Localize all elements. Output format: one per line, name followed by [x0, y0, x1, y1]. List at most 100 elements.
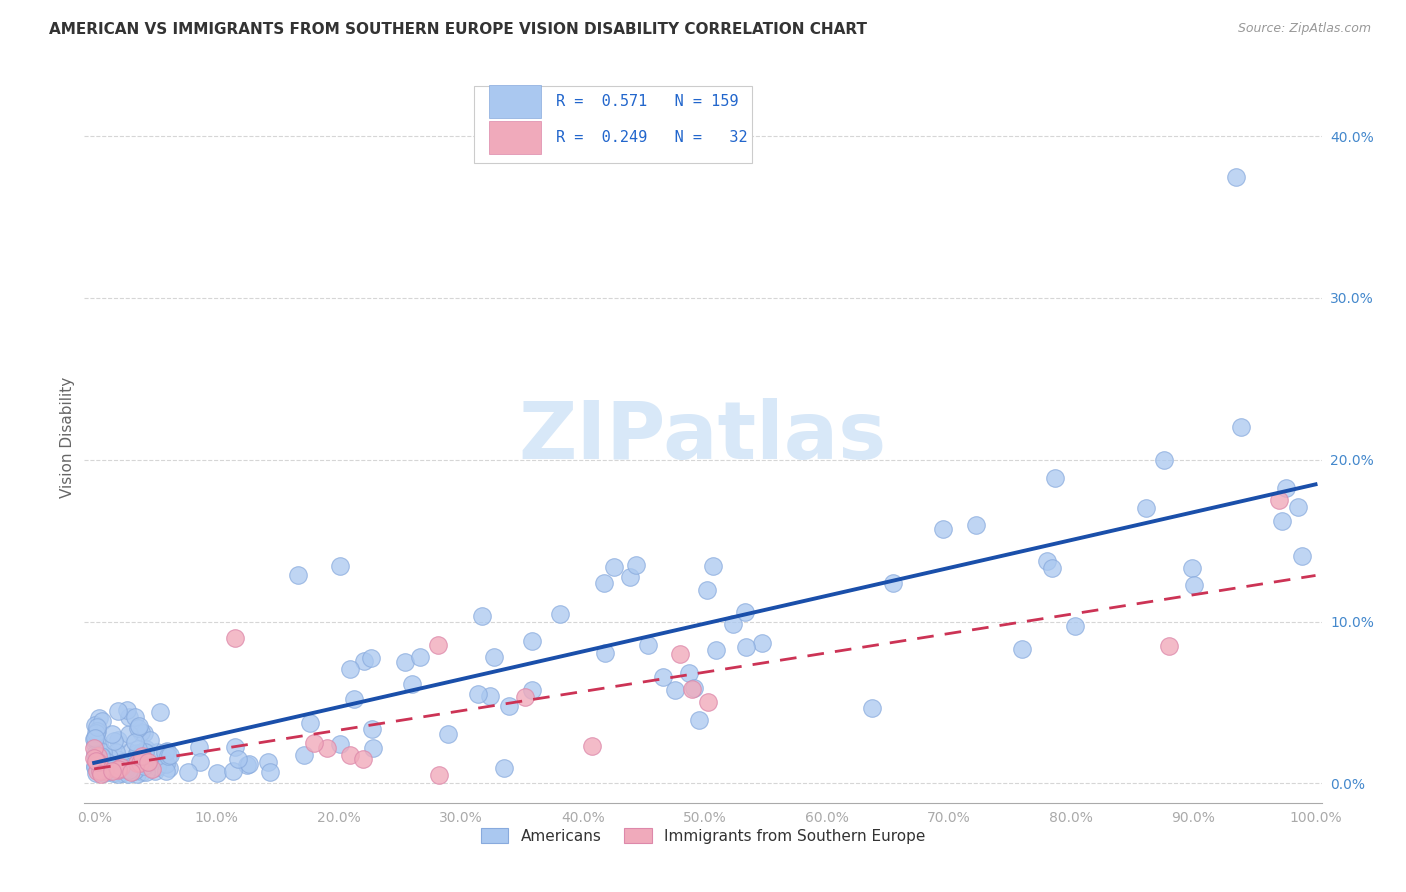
Point — [361, 722, 384, 736]
Point — [471, 609, 494, 624]
Point — [302, 736, 325, 750]
Point — [90, 714, 112, 729]
Point — [177, 765, 200, 780]
Point — [932, 522, 955, 536]
Point — [287, 568, 309, 582]
Point — [131, 765, 153, 780]
Point — [127, 721, 149, 735]
Text: ZIPatlas: ZIPatlas — [519, 398, 887, 476]
Text: R =  0.249   N =   32: R = 0.249 N = 32 — [555, 129, 748, 145]
Point — [84, 747, 107, 761]
Point — [115, 703, 138, 717]
Y-axis label: Vision Disability: Vision Disability — [60, 376, 75, 498]
Point — [548, 607, 571, 622]
Point — [520, 682, 543, 697]
Point — [157, 761, 180, 775]
Point — [688, 714, 710, 728]
Point — [259, 765, 281, 780]
Point — [603, 560, 626, 574]
Point — [513, 690, 536, 705]
Point — [697, 695, 720, 709]
Point — [136, 756, 159, 770]
Point — [292, 747, 315, 762]
Point — [84, 726, 107, 740]
Point — [155, 757, 177, 772]
Point — [101, 766, 124, 780]
Point — [860, 701, 883, 715]
Point — [143, 764, 166, 779]
Point — [96, 755, 118, 769]
Point — [224, 631, 246, 645]
Point — [427, 768, 450, 782]
Point — [93, 760, 115, 774]
Point — [97, 749, 120, 764]
Point — [1135, 501, 1157, 516]
Point — [91, 745, 114, 759]
Point — [83, 737, 105, 751]
Point — [159, 747, 181, 762]
Point — [107, 732, 129, 747]
Point — [86, 720, 108, 734]
Point — [467, 687, 489, 701]
Point — [120, 765, 142, 780]
Point — [681, 681, 703, 696]
Point — [299, 715, 322, 730]
Point — [595, 647, 617, 661]
Point — [145, 760, 167, 774]
Point — [117, 766, 139, 780]
Point — [94, 764, 117, 778]
Point — [115, 762, 138, 776]
Point — [134, 745, 156, 759]
Point — [131, 749, 153, 764]
Point — [124, 752, 146, 766]
Point — [115, 757, 138, 772]
Point — [1291, 549, 1313, 563]
Point — [84, 756, 107, 770]
Text: Source: ZipAtlas.com: Source: ZipAtlas.com — [1237, 22, 1371, 36]
Point — [153, 756, 176, 771]
Point — [127, 767, 149, 781]
Point — [135, 765, 157, 780]
Point — [315, 741, 337, 756]
Point — [683, 681, 706, 695]
Point — [115, 757, 138, 772]
Point — [522, 633, 544, 648]
Point — [124, 763, 146, 777]
Point — [494, 761, 516, 775]
Point — [90, 764, 112, 778]
Point — [1035, 554, 1057, 568]
Point — [132, 744, 155, 758]
Point — [1275, 482, 1298, 496]
Point — [1182, 578, 1205, 592]
Point — [83, 732, 105, 747]
Point — [152, 751, 174, 765]
Point — [107, 764, 129, 778]
Point — [107, 763, 129, 777]
Point — [98, 760, 121, 774]
Point — [128, 719, 150, 733]
Point — [1153, 453, 1175, 467]
Point — [141, 762, 163, 776]
Point — [1271, 514, 1294, 528]
Text: AMERICAN VS IMMIGRANTS FROM SOUTHERN EUROPE VISION DISABILITY CORRELATION CHART: AMERICAN VS IMMIGRANTS FROM SOUTHERN EUR… — [49, 22, 868, 37]
Point — [107, 704, 129, 718]
Text: R =  0.571   N = 159: R = 0.571 N = 159 — [555, 95, 738, 110]
Point — [118, 727, 141, 741]
Point — [238, 757, 260, 772]
Point — [156, 748, 179, 763]
Point — [236, 758, 259, 772]
Point — [1064, 619, 1087, 633]
Point — [734, 640, 756, 654]
Point — [149, 706, 172, 720]
Point — [1268, 493, 1291, 508]
Point — [723, 617, 745, 632]
Point — [83, 731, 105, 745]
Point — [135, 742, 157, 756]
Point — [118, 763, 141, 777]
Point — [118, 760, 141, 774]
Point — [339, 662, 361, 676]
Point — [478, 690, 501, 704]
Point — [86, 749, 108, 764]
Point — [124, 710, 146, 724]
Point — [122, 764, 145, 779]
